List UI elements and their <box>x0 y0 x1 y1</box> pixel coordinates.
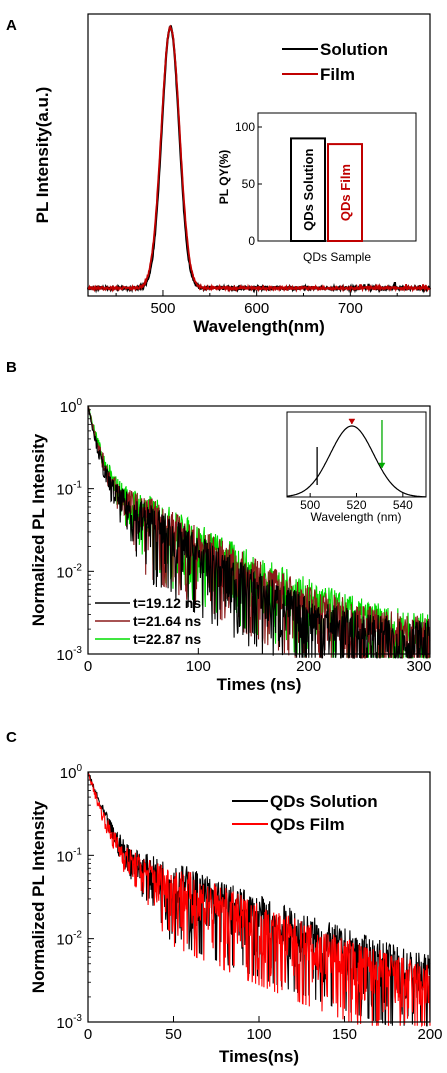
panel-b-inset-x-axis-title: Wavelength (nm) <box>311 510 402 524</box>
panel-b-x-ticks: 0 100 200 300 <box>84 648 431 675</box>
panel-a-inset-y-ticks: 0 50 100 <box>235 120 262 248</box>
panel-c-legend: QDs Solution QDs Film <box>232 792 378 834</box>
panel-a-legend-film: Film <box>320 65 355 84</box>
panel-c-x-tick-label: 150 <box>332 1026 357 1043</box>
panel-a-curves <box>86 24 432 294</box>
panel-c-curves <box>87 772 431 1028</box>
panel-c-letter: C <box>6 729 17 746</box>
panel-c-y-tick-label: 100 <box>60 763 83 782</box>
panel-c-x-tick-label: 200 <box>417 1026 442 1043</box>
panel-a-inset-bar-solution <box>290 137 326 242</box>
panel-b-x-tick-label: 100 <box>186 658 211 675</box>
panel-a-inset-bar-label: QDs Solution <box>301 148 316 230</box>
panel-a: A 500 600 700 Wavelength(nm) PL Intensity(… <box>6 13 432 336</box>
panel-a-inset-x-axis-title: QDs Sample <box>303 250 371 264</box>
panel-c-y-tick-label: 10-3 <box>56 1013 82 1032</box>
panel-b-inset: 500 520 540 Wavelength (nm) <box>286 411 427 524</box>
panel-b-inset-frame <box>286 411 427 498</box>
panel-a-inset-bar-label: QDs Film <box>338 164 353 221</box>
panel-b-y-axis-title: Normalized PL Intensity <box>29 433 48 626</box>
panel-a-inset-y-tick-label: 100 <box>235 120 255 134</box>
panel-c-x-tick-label: 50 <box>165 1026 182 1043</box>
panel-a-inset-y-axis-title: PL QY(%) <box>217 150 231 204</box>
panel-a-legend: Solution Film <box>282 40 388 84</box>
panel-b-inset-x-tick-label: 500 <box>300 498 320 512</box>
panel-a-inset-y-tick-label: 0 <box>248 234 255 248</box>
panel-b-x-axis-title: Times (ns) <box>217 675 302 694</box>
panel-b-inset-x-tick-label: 520 <box>346 498 366 512</box>
panel-a-x-tick-label: 500 <box>150 300 175 317</box>
panel-b-letter: B <box>6 359 17 376</box>
panel-b-inset-spectrum-line <box>286 425 426 498</box>
panel-a-inset: 0 50 100 QDs Solution QDs Film PL QY(%) QDs… <box>217 112 417 264</box>
panel-c-y-ticks: 100 10-1 10-2 10-3 <box>56 763 94 1032</box>
panel-b-curves <box>87 406 431 660</box>
panel-c-y-tick-label: 10-1 <box>56 846 82 865</box>
panel-a-y-axis-title: PL Intensity(a.u.) <box>33 87 52 224</box>
panel-b-y-tick-label: 10-1 <box>56 480 82 499</box>
panel-b-y-tick-label: 10-3 <box>56 645 82 664</box>
panel-b-y-tick-label: 100 <box>60 397 83 416</box>
panel-c-x-axis-title: Times(ns) <box>219 1047 299 1066</box>
panel-a-x-tick-label: 600 <box>244 300 269 317</box>
panel-c-x-tick-label: 100 <box>246 1026 271 1043</box>
panel-b-legend-3: t=22.87 ns <box>133 631 201 647</box>
panel-a-inset-bars: QDs Solution QDs Film <box>290 137 363 243</box>
panel-b-inset-x-tick-label: 540 <box>393 498 413 512</box>
panel-c-legend-solution: QDs Solution <box>270 792 378 811</box>
panel-a-x-ticks: 500 600 700 <box>115 290 398 317</box>
panel-b-y-ticks: 100 10-1 10-2 10-3 <box>56 397 94 664</box>
panel-a-inset-bar-film <box>327 143 363 243</box>
panel-b-legend-2: t=21.64 ns <box>133 613 201 629</box>
panel-c-x-tick-label: 0 <box>84 1026 92 1043</box>
panel-a-plot-frame <box>87 13 431 297</box>
panel-a-legend-solution: Solution <box>320 40 388 59</box>
panel-b-x-tick-label: 300 <box>406 658 431 675</box>
panel-b-x-tick-label: 200 <box>296 658 321 675</box>
panel-b-legend: t=19.12 ns t=21.64 ns t=22.87 ns <box>95 595 201 647</box>
panel-b-inset-marker-arrowhead <box>348 418 356 425</box>
panel-b-x-tick-label: 0 <box>84 658 92 675</box>
panel-c-legend-film: QDs Film <box>270 815 345 834</box>
panel-b-y-tick-label: 10-2 <box>56 562 82 581</box>
panel-b-plot-frame <box>87 405 431 655</box>
panel-c-x-ticks: 0 50 100 150 200 <box>84 1016 443 1043</box>
panel-b-series-line-0 <box>87 407 431 660</box>
panel-a-inset-y-tick-label: 50 <box>242 177 256 191</box>
panel-b-inset-marker-arrowhead <box>378 462 386 469</box>
panel-a-series-line-film <box>87 24 431 293</box>
panel-b-legend-1: t=19.12 ns <box>133 595 201 611</box>
panel-c-y-tick-label: 10-2 <box>56 930 82 949</box>
panel-a-letter: A <box>6 17 17 34</box>
panel-c: C 0 50 100 150 200 100 10-1 10-2 10-3 Times(ns)… <box>6 729 443 1066</box>
panel-c-y-axis-title: Normalized PL Intensity <box>29 800 48 993</box>
panel-a-x-tick-label: 700 <box>338 300 363 317</box>
panel-c-series-line-1 <box>87 772 431 1028</box>
panel-a-x-axis-title: Wavelength(nm) <box>193 317 325 336</box>
panel-b-inset-content: 500 520 540 <box>286 418 426 512</box>
